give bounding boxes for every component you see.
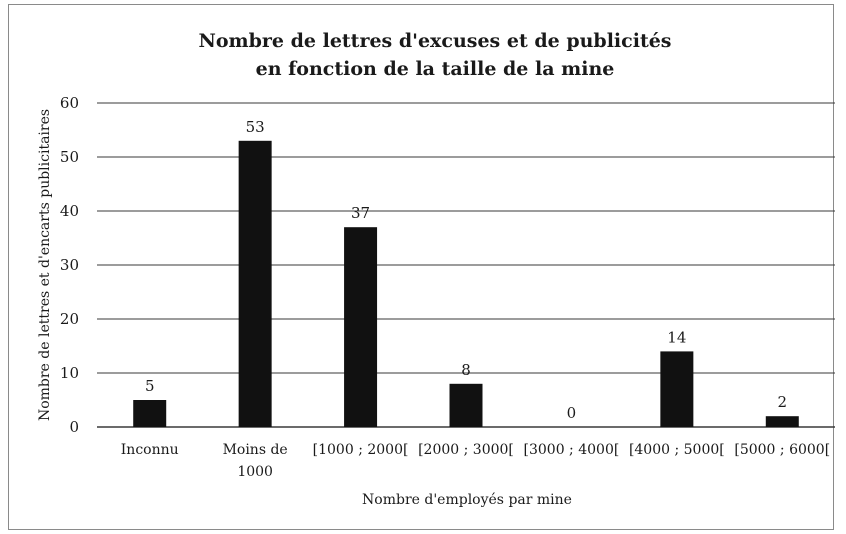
data-label: 8 bbox=[461, 361, 471, 379]
data-label: 5 bbox=[145, 377, 155, 395]
gridlines bbox=[97, 102, 835, 428]
y-tick-label: 30 bbox=[60, 256, 79, 274]
chart-title: Nombre de lettres d'excuses et de public… bbox=[198, 30, 671, 80]
data-label: 53 bbox=[246, 118, 265, 136]
y-axis-label: Nombre de lettres et d'encarts publicita… bbox=[37, 109, 53, 421]
bar bbox=[133, 400, 167, 427]
x-axis-label: Nombre d'employés par mine bbox=[362, 492, 572, 508]
data-label: 14 bbox=[667, 328, 686, 346]
bar bbox=[660, 351, 694, 427]
y-tick-label: 0 bbox=[69, 418, 79, 436]
x-tick-label: [5000 ; 6000[ bbox=[734, 442, 830, 458]
bar bbox=[765, 416, 799, 427]
y-tick-label: 10 bbox=[60, 364, 79, 382]
y-tick-label: 50 bbox=[60, 148, 79, 166]
x-tick-label: Moins de bbox=[223, 442, 288, 458]
bar bbox=[238, 140, 272, 428]
y-tick-label: 40 bbox=[60, 202, 79, 220]
bar bbox=[344, 227, 378, 427]
data-label: 0 bbox=[567, 404, 577, 422]
bar bbox=[449, 383, 483, 427]
data-labels: 5 53 37 8 0 14 2 bbox=[145, 118, 787, 422]
bar-chart: Nombre de lettres d'excuses et de public… bbox=[37, 30, 835, 508]
y-tick-label: 20 bbox=[60, 310, 79, 328]
bars bbox=[133, 140, 799, 428]
chart-title-line-1: Nombre de lettres d'excuses et de public… bbox=[198, 30, 671, 52]
x-tick-label: [2000 ; 3000[ bbox=[418, 442, 514, 458]
x-tick-label: 1000 bbox=[237, 464, 273, 480]
y-axis-ticks: 0 10 20 30 40 50 60 bbox=[60, 94, 79, 436]
x-tick-label: [4000 ; 5000[ bbox=[629, 442, 725, 458]
x-axis-categories: Inconnu Moins de 1000 [1000 ; 2000[ [2000 ; … bbox=[121, 442, 830, 480]
x-tick-label: [3000 ; 4000[ bbox=[524, 442, 620, 458]
data-label: 2 bbox=[778, 393, 788, 411]
data-label: 37 bbox=[351, 204, 370, 222]
x-tick-label: Inconnu bbox=[121, 442, 179, 458]
x-tick-label: [1000 ; 2000[ bbox=[313, 442, 409, 458]
chart-title-line-2: en fonction de la taille de la mine bbox=[256, 58, 615, 80]
chart-frame: Nombre de lettres d'excuses et de public… bbox=[8, 4, 835, 530]
y-tick-label: 60 bbox=[60, 94, 79, 112]
